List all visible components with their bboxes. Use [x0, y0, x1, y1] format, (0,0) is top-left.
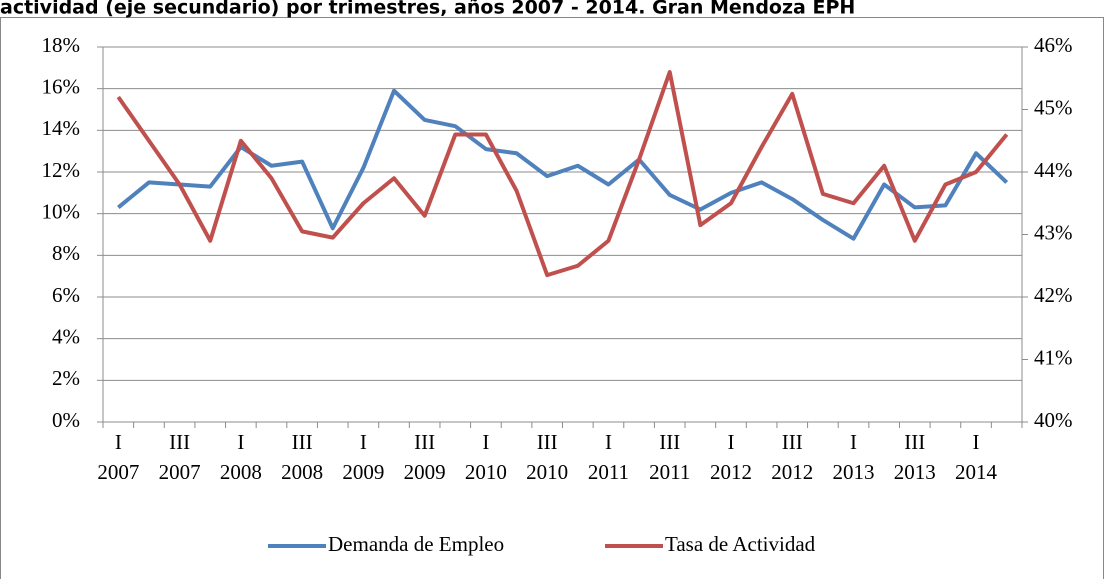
x-tick-label: III 2011 [649, 430, 690, 484]
y2-tick-label: 42% [1034, 283, 1073, 307]
x-tick-label: I 2014 [955, 430, 998, 484]
y-tick-label: 8% [52, 241, 80, 265]
legend-label: Demanda de Empleo [328, 532, 504, 556]
x-tick-label: I 2012 [710, 430, 752, 484]
y-tick-label: 18% [42, 33, 81, 57]
x-tick-label: III 2010 [526, 430, 568, 484]
x-tick-label: III 2012 [771, 430, 813, 484]
x-tick-label: I 2010 [465, 430, 507, 484]
x-tick-label: I 2013 [833, 430, 875, 484]
x-tick-label: III 2009 [404, 430, 446, 484]
x-tick-label: I 2011 [588, 430, 629, 484]
x-tick-label: I 2009 [342, 430, 384, 484]
x-tick-label: III 2007 [159, 430, 201, 484]
y-tick-label: 2% [52, 366, 80, 390]
y-tick-label: 16% [42, 74, 81, 98]
y-tick-label: 4% [52, 324, 80, 348]
x-tick-label: I 2008 [220, 430, 262, 484]
y2-tick-label: 40% [1034, 408, 1073, 432]
series-line [117, 88, 1009, 241]
y2-tick-label: 46% [1034, 33, 1073, 57]
y2-tick-label: 43% [1034, 220, 1073, 244]
x-tick-label: III 2008 [281, 430, 323, 484]
chart-border [0, 17, 1104, 579]
chart-title: actividad (eje secundario) por trimestre… [0, 0, 855, 19]
y-tick-label: 0% [52, 408, 80, 432]
y-tick-label: 14% [42, 116, 81, 140]
y2-tick-label: 44% [1034, 158, 1073, 182]
y-tick-label: 6% [52, 283, 80, 307]
series-line [116, 70, 1009, 278]
y-tick-label: 12% [42, 158, 81, 182]
y2-tick-label: 41% [1034, 345, 1073, 369]
y-tick-label: 10% [42, 199, 81, 223]
y2-tick-label: 45% [1034, 95, 1073, 119]
legend-label: Tasa de Actividad [665, 532, 816, 556]
x-tick-label: III 2013 [894, 430, 936, 484]
x-tick-label: I 2007 [97, 430, 139, 484]
